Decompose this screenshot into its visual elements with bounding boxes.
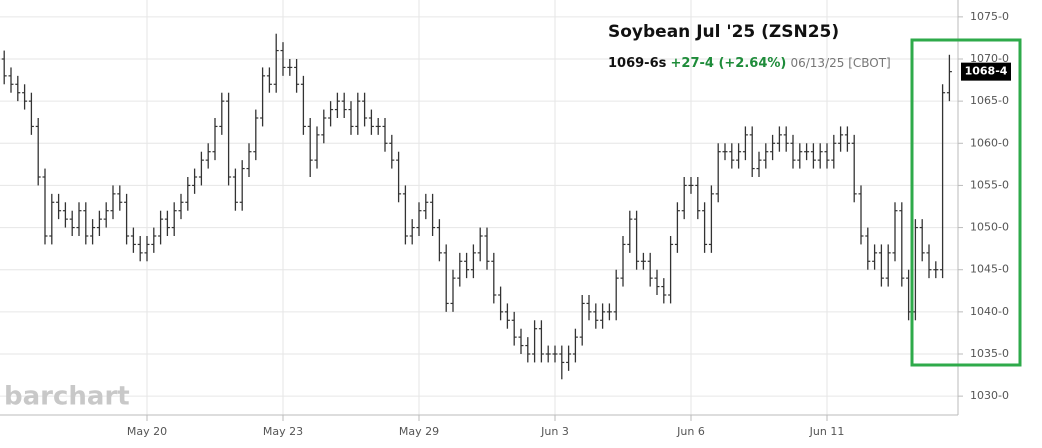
watermark: barchart: [4, 382, 130, 412]
bar-layer: [1, 33, 952, 380]
change: +27-4 (+2.64%): [671, 56, 787, 71]
last-price-label: 1068-4: [965, 65, 1008, 78]
y-tick-label: 1035-0: [970, 347, 1009, 360]
y-tick-label: 1060-0: [970, 136, 1009, 149]
y-tick-label: 1045-0: [970, 263, 1009, 276]
last-price-box: [961, 62, 1011, 81]
highlight-box: [910, 38, 1022, 367]
y-tick-label: 1050-0: [970, 221, 1009, 234]
last-quote: 1069-6s: [608, 56, 667, 71]
x-tick-label: May 23: [263, 425, 303, 438]
y-tick-label: 1070-0: [970, 52, 1009, 65]
x-tick-label: Jun 11: [809, 425, 845, 438]
x-tick-label: May 29: [399, 425, 439, 438]
y-tick-label: 1040-0: [970, 305, 1009, 318]
quote-line: 1069-6s +27-4 (+2.64%) 06/13/25 [CBOT]: [608, 56, 891, 71]
x-tick-label: May 20: [127, 425, 167, 438]
y-tick-label: 1065-0: [970, 94, 1009, 107]
date-exchange: 06/13/25 [CBOT]: [790, 56, 890, 70]
x-tick-label: Jun 3: [540, 425, 569, 438]
y-tick-label: 1075-0: [970, 10, 1009, 23]
y-tick-label: 1055-0: [970, 178, 1009, 191]
y-tick-label: 1030-0: [970, 389, 1009, 402]
chart-title: Soybean Jul '25 (ZSN25): [608, 22, 839, 42]
x-tick-label: Jun 6: [676, 425, 705, 438]
